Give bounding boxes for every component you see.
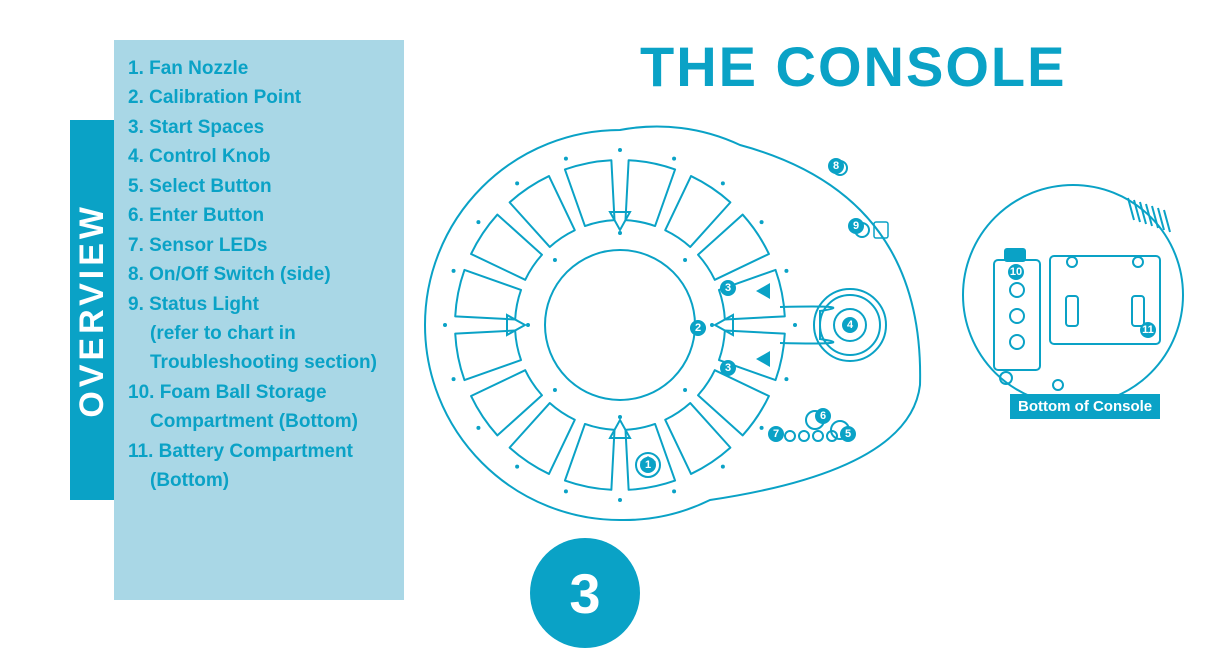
svg-text:11: 11 [1142,324,1154,336]
svg-text:10: 10 [1010,266,1022,278]
legend-item-sub: (Bottom) [128,466,392,495]
legend-panel: 1. Fan Nozzle2. Calibration Point3. Star… [114,40,404,600]
page-number: 3 [569,561,600,626]
page-number-badge: 3 [530,538,640,648]
bottom-label: Bottom of Console [1010,394,1160,419]
svg-text:3: 3 [725,362,731,374]
svg-text:4: 4 [847,319,854,331]
svg-text:8: 8 [833,160,839,172]
legend-item-sub: (refer to chart in Troubleshooting secti… [128,319,392,378]
legend-item: 5. Select Button [128,172,392,201]
legend-item: 8. On/Off Switch (side) [128,260,392,289]
sidebar-tab: OVERVIEW [70,120,114,500]
legend-item: 11. Battery Compartment(Bottom) [128,437,392,496]
legend-item: 6. Enter Button [128,201,392,230]
svg-text:1: 1 [645,459,651,471]
legend-list: 1. Fan Nozzle2. Calibration Point3. Star… [128,54,392,496]
svg-text:9: 9 [853,220,859,232]
console-diagram: 1 2 3 3 4 5 6 7 8 9 [420,110,940,540]
page-title: THE CONSOLE [640,34,1066,99]
svg-text:3: 3 [725,282,731,294]
svg-text:6: 6 [820,410,826,422]
svg-text:7: 7 [773,428,779,440]
bottom-diagram: 10 11 [958,180,1188,410]
legend-item-sub: Compartment (Bottom) [128,407,392,436]
legend-item: 9. Status Light(refer to chart in Troubl… [128,290,392,378]
legend-item: 2. Calibration Point [128,83,392,112]
legend-item: 4. Control Knob [128,142,392,171]
legend-item: 10. Foam Ball StorageCompartment (Bottom… [128,378,392,437]
svg-text:2: 2 [695,322,701,334]
legend-item: 7. Sensor LEDs [128,231,392,260]
legend-item: 1. Fan Nozzle [128,54,392,83]
sidebar-label: OVERVIEW [73,203,112,418]
svg-text:5: 5 [845,428,851,440]
legend-item: 3. Start Spaces [128,113,392,142]
